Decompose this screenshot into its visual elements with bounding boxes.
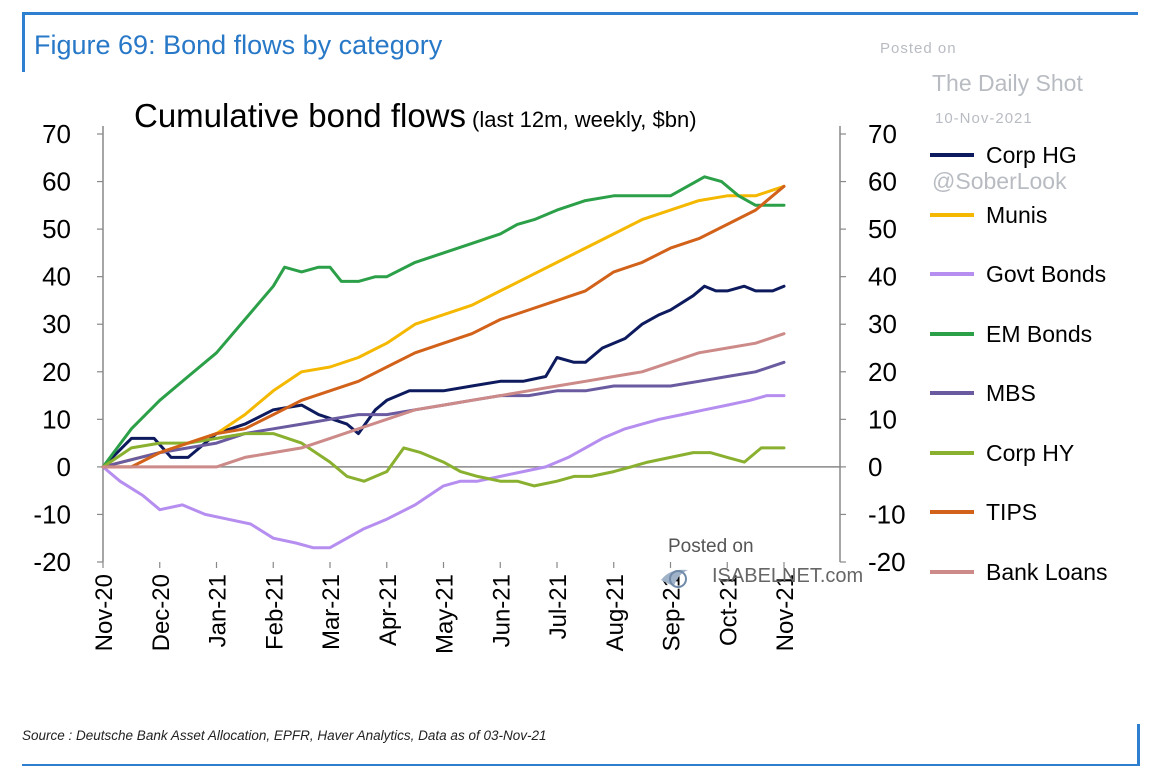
series-line-em-bonds xyxy=(101,175,786,469)
x-tick-label: Feb-21 xyxy=(261,574,288,650)
legend-swatch xyxy=(930,510,974,514)
y-tick-label-left: 70 xyxy=(42,119,71,149)
y-tick-label-right: 70 xyxy=(868,119,897,149)
isabelnet-logo-icon xyxy=(661,569,688,588)
y-tick-label-right: 50 xyxy=(868,214,897,244)
y-tick-label-right: 20 xyxy=(868,357,897,387)
y-tick-label-right: -10 xyxy=(868,499,906,529)
series-line-corp-hg xyxy=(101,284,786,469)
y-tick-label-left: 30 xyxy=(42,309,71,339)
chart-title-main: Cumulative bond flows xyxy=(134,97,466,134)
dailyshot-date-watermark: 10-Nov-2021 xyxy=(935,110,1033,127)
legend-swatch xyxy=(930,153,974,157)
chart-title: Cumulative bond flows (last 12m, weekly, … xyxy=(134,97,697,135)
x-tick-label: Nov-21 xyxy=(772,574,799,651)
y-tick-label-right: 60 xyxy=(868,167,897,197)
frame-bottom-rule xyxy=(22,764,1140,766)
y-tick-label-right: 30 xyxy=(868,309,897,339)
x-tick-label: Oct-21 xyxy=(715,574,742,646)
dailyshot-site-watermark: The Daily Shot xyxy=(932,70,1083,96)
legend-label: TIPS xyxy=(986,499,1038,525)
legend-swatch xyxy=(930,450,974,455)
x-tick-label: Aug-21 xyxy=(602,574,629,651)
series-line-munis xyxy=(101,184,786,469)
y-tick-label-right: -20 xyxy=(868,547,906,577)
y-tick-label-left: -10 xyxy=(33,499,71,529)
y-tick-label-left: 20 xyxy=(42,357,71,387)
frame-left-rule xyxy=(22,12,25,72)
y-tick-label-right: 0 xyxy=(868,452,882,482)
y-tick-label-right: 40 xyxy=(868,262,897,292)
legend-label: Bank Loans xyxy=(986,558,1108,585)
x-tick-label: Jun-21 xyxy=(488,574,515,647)
y-tick-label-right: 10 xyxy=(868,404,897,434)
legend-label: MBS xyxy=(986,380,1036,406)
y-tick-label-left: 60 xyxy=(42,167,71,197)
y-tick-label-left: 40 xyxy=(42,262,71,292)
legend-label: EM Bonds xyxy=(986,320,1093,347)
y-tick-label-left: 10 xyxy=(42,404,71,434)
x-tick-label: Mar-21 xyxy=(318,574,345,650)
x-tick-label: Jan-21 xyxy=(205,574,232,647)
legend-label: Govt Bonds xyxy=(986,261,1107,287)
dailyshot-handle-watermark: @SoberLook xyxy=(932,168,1067,194)
figure-title: Figure 69: Bond flows by category xyxy=(34,30,443,60)
x-tick-label: Apr-21 xyxy=(375,574,402,646)
series-layer xyxy=(101,175,786,550)
legend-swatch xyxy=(930,212,974,217)
series-line-govt-bonds xyxy=(101,394,786,550)
isabelnet-site-watermark: ISABELNET.com xyxy=(712,565,864,587)
legend-label: Corp HG xyxy=(986,142,1077,168)
legend-swatch xyxy=(930,331,974,336)
frame-top-rule xyxy=(22,12,1138,15)
isabelnet-posted-watermark: Posted on xyxy=(668,536,754,557)
x-tick-label: Nov-20 xyxy=(91,574,118,651)
legend-swatch xyxy=(930,272,974,276)
y-tick-label-left: 0 xyxy=(57,452,71,482)
chart-title-subtitle: (last 12m, weekly, $bn) xyxy=(472,107,697,132)
legend-label: Munis xyxy=(986,201,1048,228)
legend-label: Corp HY xyxy=(986,439,1075,466)
dailyshot-posted-watermark: Posted on xyxy=(880,40,957,57)
y-tick-label-left: 50 xyxy=(42,214,71,244)
x-tick-label: Dec-20 xyxy=(148,574,175,651)
series-line-bank-loans xyxy=(101,332,786,469)
chart-axes: 70 70 60 60 50 50 40 40 30 30 20 20 10 10 0 0 -10 -10 -20 -… xyxy=(33,119,905,654)
series-line-tips xyxy=(101,184,786,469)
source-note: Source : Deutsche Bank Asset Allocation,… xyxy=(22,728,547,743)
legend-swatch xyxy=(930,569,974,574)
legend-swatch xyxy=(930,391,974,395)
x-tick-label: May-21 xyxy=(432,574,459,654)
y-tick-label-left: -20 xyxy=(33,547,71,577)
x-tick-label: Jul-21 xyxy=(545,574,572,639)
series-line-corp-hy xyxy=(101,432,786,488)
frame-right-rule xyxy=(1137,724,1140,766)
